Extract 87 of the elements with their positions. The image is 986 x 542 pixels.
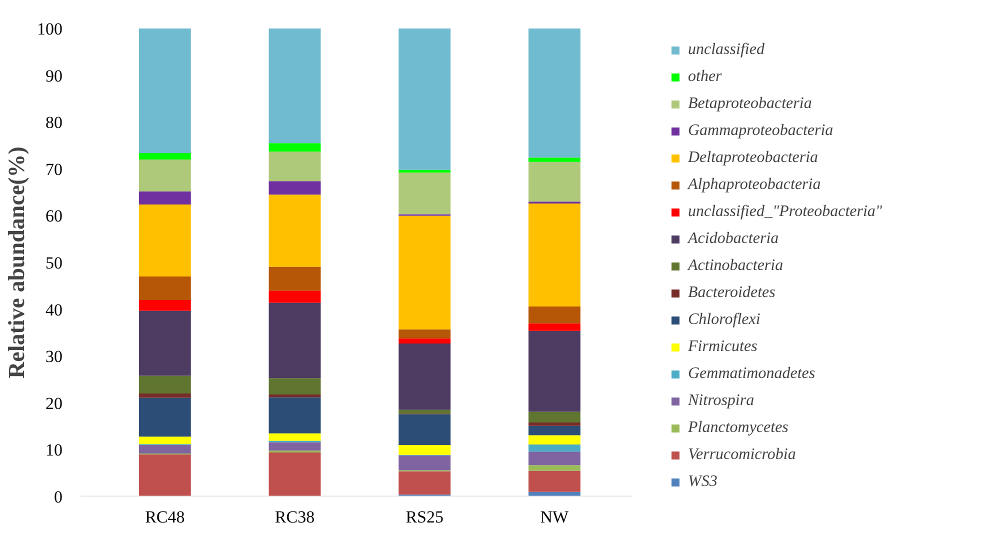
legend-label: Alphaproteobacteria — [688, 175, 821, 195]
bar — [398, 343, 451, 410]
bar — [138, 152, 191, 160]
legend-label: Deltaproteobacteria — [688, 148, 818, 168]
bar — [138, 445, 191, 454]
legend-label: unclassified_"Proteobacteria" — [688, 202, 882, 222]
y-tick-label: 10 — [46, 440, 62, 460]
y-tick-label: 60 — [46, 206, 62, 226]
bar — [138, 310, 191, 376]
x-tick-label: RC48 — [145, 508, 185, 526]
bar — [528, 444, 580, 452]
legend-label: Verrucomicrobia — [688, 445, 796, 465]
bar — [528, 412, 580, 423]
bar — [268, 397, 321, 434]
legend-label: other — [688, 67, 722, 87]
bar — [268, 181, 321, 195]
y-tick-label: 0 — [54, 488, 62, 506]
legend-label: Betaproteobacteria — [688, 94, 812, 114]
bar — [528, 452, 580, 466]
bar — [528, 435, 580, 445]
bar — [268, 302, 321, 378]
legend-label: Chloroflexi — [688, 310, 760, 330]
bar — [138, 204, 191, 277]
x-tick-label: RC38 — [274, 508, 315, 526]
bar — [528, 470, 580, 492]
y-tick-label: 90 — [46, 66, 62, 86]
bar — [268, 378, 321, 394]
bar — [268, 452, 321, 496]
legend-label: Planctomycetes — [688, 418, 788, 438]
bar — [138, 191, 191, 204]
bar — [268, 152, 321, 182]
bar — [398, 172, 451, 214]
bar — [398, 28, 451, 170]
bar — [138, 28, 191, 153]
bar — [398, 329, 451, 338]
bar — [138, 454, 191, 496]
bar — [398, 410, 451, 414]
y-tick-label: 80 — [46, 113, 62, 132]
bar — [528, 323, 580, 331]
bar — [398, 216, 451, 330]
bar — [528, 162, 580, 202]
bar — [528, 426, 580, 436]
y-tick-label: 30 — [46, 347, 62, 366]
bar — [138, 436, 191, 444]
bar — [138, 160, 191, 192]
bar — [268, 433, 321, 441]
bar — [398, 414, 451, 446]
y-tick-label: 100 — [37, 20, 62, 38]
x-tick-label: RS25 — [406, 508, 444, 526]
legend-label: Gammaproteobacteria — [688, 121, 834, 141]
bar — [138, 300, 191, 311]
legend-label: Actinobacteria — [688, 256, 784, 276]
bar — [528, 465, 580, 471]
bar — [138, 394, 191, 398]
bar — [528, 28, 580, 158]
legend-label: Gemmatimonadetes — [688, 364, 816, 384]
bar — [268, 394, 321, 398]
legend-label: Acidobacteria — [688, 229, 779, 249]
y-tick-label: 70 — [46, 160, 62, 179]
bar — [138, 398, 191, 437]
bar — [528, 422, 580, 426]
bar — [268, 194, 321, 267]
y-tick-label: 50 — [46, 254, 62, 272]
bar — [398, 338, 451, 344]
legend-label: Bacteroidetes — [688, 283, 776, 303]
legend-label: Nitrospira — [688, 391, 754, 411]
y-tick-label: 40 — [46, 300, 62, 320]
bar — [138, 276, 191, 300]
x-tick-label: NW — [540, 508, 570, 526]
bar — [138, 376, 191, 394]
bar — [268, 266, 321, 291]
bar — [528, 204, 580, 306]
bar — [268, 28, 321, 144]
bar — [268, 290, 321, 303]
bar — [528, 330, 580, 412]
legend-label: Firmicutes — [688, 337, 758, 357]
bar — [268, 143, 321, 152]
legend-label: unclassified — [688, 40, 764, 60]
bar — [398, 445, 451, 455]
legend-label: WS3 — [688, 472, 718, 492]
y-tick-label: 20 — [46, 394, 62, 413]
bar — [268, 442, 321, 451]
bar — [398, 455, 451, 470]
bar — [528, 158, 580, 162]
bar — [398, 471, 451, 495]
y-axis-title: Relative abundance(%) — [4, 146, 29, 378]
bar — [528, 306, 580, 324]
